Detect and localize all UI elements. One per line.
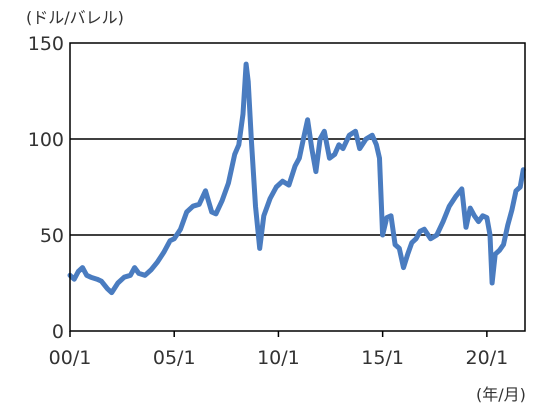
x-tick-label: 05/1 [153, 347, 196, 369]
x-axis-unit-label: (年/月) [476, 385, 526, 404]
y-tick-label: 150 [28, 33, 64, 55]
series-line-0 [67, 61, 526, 296]
x-tick-label: 15/1 [361, 347, 404, 369]
y-tick-label: 0 [52, 321, 64, 343]
y-axis-ticks: 0 50 100 150 [28, 33, 64, 343]
y-axis-unit-label: (ドル/バレル) [26, 8, 124, 27]
x-axis-ticks: 00/1 05/1 10/1 15/1 20/1 [49, 331, 509, 369]
x-tick-label: 10/1 [257, 347, 300, 369]
y-tick-label: 100 [28, 129, 64, 151]
y-tick-label: 50 [40, 225, 64, 247]
series-layer [67, 61, 526, 296]
x-tick-label: 20/1 [466, 347, 509, 369]
plot-frame [69, 42, 526, 332]
gridlines [70, 138, 525, 236]
x-tick-label: 00/1 [49, 347, 92, 369]
